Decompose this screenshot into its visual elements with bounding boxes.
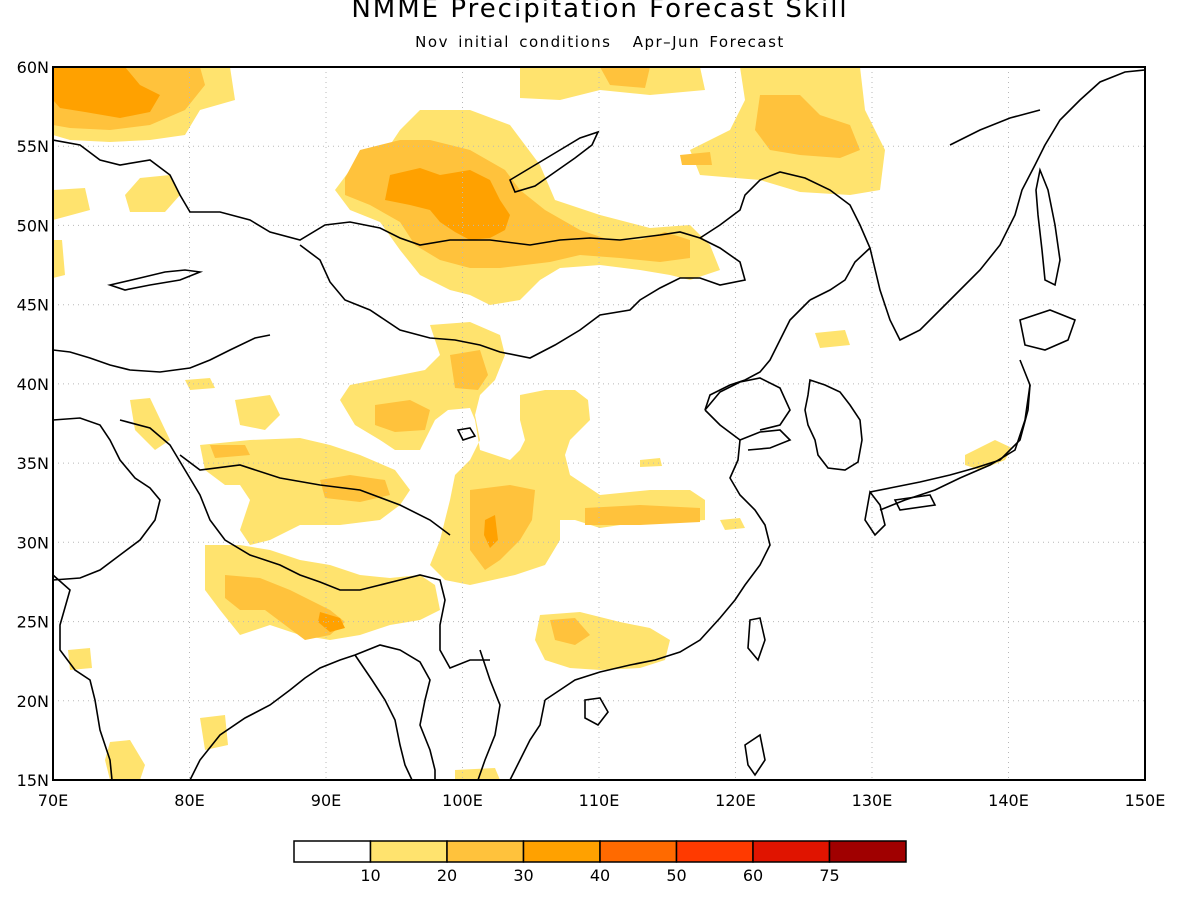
initial-conditions-label: Nov initial conditions (415, 33, 612, 51)
lat-label: 50N (17, 216, 49, 235)
lat-label: 15N (17, 771, 49, 790)
colorbar-swatch (675, 840, 754, 863)
lon-label: 150E (1125, 791, 1166, 810)
skill-level-10-20 (53, 67, 1012, 780)
lat-label: 60N (17, 58, 49, 77)
colorbar-swatch (828, 840, 907, 863)
colorbar-label: 50 (666, 866, 686, 885)
forecast-period-label: Apr–Jun Forecast (632, 33, 785, 51)
colorbar-label: 20 (437, 866, 457, 885)
colorbar-label: 60 (743, 866, 763, 885)
colorbar-label: 30 (513, 866, 533, 885)
lat-label: 35N (17, 454, 49, 473)
colorbar-swatch (599, 840, 678, 863)
map-subtitle: Nov initial conditions Apr–Jun Forecast (0, 33, 1200, 51)
longitude-labels: 70E 80E 90E 100E 110E 120E 130E 140E 150E (38, 791, 1166, 810)
colorbar (293, 840, 907, 863)
lat-label: 30N (17, 533, 49, 552)
lon-label: 100E (442, 791, 483, 810)
lat-label: 40N (17, 375, 49, 394)
colorbar-labels: 10 20 30 40 50 60 75 (360, 866, 839, 885)
colorbar-swatch (446, 840, 525, 863)
lat-label: 20N (17, 692, 49, 711)
lon-label: 80E (174, 791, 204, 810)
latitude-labels: 15N 20N 25N 30N 35N 40N 45N 50N 55N 60N (17, 58, 49, 790)
coastlines-and-borders (53, 69, 1145, 780)
map-frame (52, 66, 1146, 781)
colorbar-swatch (752, 840, 831, 863)
colorbar-label: 10 (360, 866, 380, 885)
map-gridlines (53, 67, 1145, 780)
lon-label: 90E (311, 791, 341, 810)
skill-level-30-40 (53, 67, 510, 632)
lat-label: 55N (17, 137, 49, 156)
colorbar-label: 75 (819, 866, 839, 885)
lon-label: 120E (715, 791, 756, 810)
lon-label: 110E (579, 791, 620, 810)
colorbar-swatch (293, 840, 372, 863)
colorbar-label: 40 (590, 866, 610, 885)
lon-label: 140E (988, 791, 1029, 810)
lat-label: 45N (17, 296, 49, 315)
map-title: NMME Precipitation Forecast Skill (351, 0, 849, 24)
skill-shading (53, 67, 1012, 780)
lon-label: 70E (38, 791, 68, 810)
colorbar-swatch (369, 840, 448, 863)
colorbar-swatch (522, 840, 601, 863)
lon-label: 130E (852, 791, 893, 810)
lat-label: 25N (17, 613, 49, 632)
